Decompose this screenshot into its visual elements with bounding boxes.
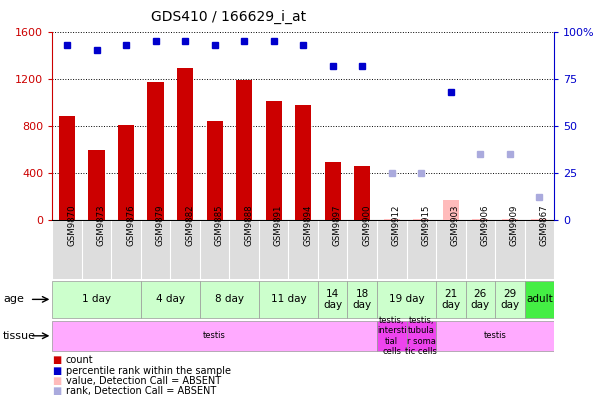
- Text: value, Detection Call = ABSENT: value, Detection Call = ABSENT: [66, 376, 221, 386]
- Text: GSM9894: GSM9894: [304, 204, 312, 246]
- Bar: [59, 116, 75, 220]
- Bar: [52, 281, 141, 318]
- Bar: [406, 321, 436, 351]
- Bar: [531, 219, 548, 220]
- Text: 19 day: 19 day: [389, 294, 424, 305]
- Bar: [207, 121, 223, 220]
- Text: 8 day: 8 day: [215, 294, 244, 305]
- Text: GSM9915: GSM9915: [421, 204, 430, 246]
- Bar: [177, 68, 194, 220]
- Bar: [377, 321, 406, 351]
- Text: 29
day: 29 day: [500, 289, 519, 310]
- Text: testis,
intersti
tial
cells: testis, intersti tial cells: [377, 316, 407, 356]
- Text: GSM9891: GSM9891: [273, 204, 282, 246]
- Text: GSM9903: GSM9903: [451, 204, 460, 246]
- Text: ■: ■: [52, 386, 61, 396]
- Text: GSM9897: GSM9897: [333, 204, 342, 246]
- Text: 18
day: 18 day: [353, 289, 372, 310]
- Bar: [259, 281, 318, 318]
- Text: testis: testis: [484, 331, 507, 340]
- Bar: [436, 321, 554, 351]
- Text: tissue: tissue: [3, 331, 36, 341]
- Text: age: age: [3, 294, 24, 305]
- Text: GSM9906: GSM9906: [480, 204, 489, 246]
- Text: ■: ■: [52, 376, 61, 386]
- Bar: [347, 281, 377, 318]
- Text: GSM9867: GSM9867: [539, 204, 548, 246]
- Text: testis: testis: [203, 331, 226, 340]
- Text: GSM9900: GSM9900: [362, 204, 371, 246]
- Bar: [354, 166, 370, 220]
- Bar: [147, 82, 163, 220]
- Text: rank, Detection Call = ABSENT: rank, Detection Call = ABSENT: [66, 386, 216, 396]
- Bar: [472, 219, 489, 220]
- Text: GSM9879: GSM9879: [156, 204, 165, 246]
- Bar: [325, 162, 341, 220]
- Text: GSM9888: GSM9888: [244, 204, 253, 246]
- Bar: [466, 281, 495, 318]
- Bar: [318, 281, 347, 318]
- Text: ■: ■: [52, 355, 61, 366]
- Text: GSM9882: GSM9882: [185, 204, 194, 246]
- Text: GSM9876: GSM9876: [126, 204, 135, 246]
- Bar: [141, 281, 200, 318]
- Bar: [88, 150, 105, 220]
- Text: GSM9873: GSM9873: [97, 204, 106, 246]
- Bar: [525, 281, 554, 318]
- Text: ■: ■: [52, 366, 61, 376]
- Bar: [495, 281, 525, 318]
- Bar: [200, 281, 259, 318]
- Bar: [118, 125, 134, 220]
- Text: 11 day: 11 day: [270, 294, 307, 305]
- Text: testis,
tubula
r soma
tic cells: testis, tubula r soma tic cells: [405, 316, 437, 356]
- Bar: [377, 281, 436, 318]
- Bar: [52, 321, 377, 351]
- Text: GDS410 / 166629_i_at: GDS410 / 166629_i_at: [151, 10, 306, 24]
- Text: 1 day: 1 day: [82, 294, 111, 305]
- Text: GSM9885: GSM9885: [215, 204, 224, 246]
- Text: 26
day: 26 day: [471, 289, 490, 310]
- Bar: [236, 80, 252, 220]
- Text: count: count: [66, 355, 93, 366]
- Bar: [266, 101, 282, 220]
- Bar: [436, 281, 466, 318]
- Bar: [502, 219, 518, 220]
- Text: GSM9909: GSM9909: [510, 205, 519, 246]
- Bar: [413, 219, 429, 220]
- Text: GSM9912: GSM9912: [392, 204, 401, 246]
- Bar: [295, 105, 311, 220]
- Text: 21
day: 21 day: [441, 289, 460, 310]
- Text: 4 day: 4 day: [156, 294, 185, 305]
- Text: percentile rank within the sample: percentile rank within the sample: [66, 366, 231, 376]
- Bar: [383, 219, 400, 220]
- Text: 14
day: 14 day: [323, 289, 343, 310]
- Text: GSM9870: GSM9870: [67, 204, 76, 246]
- Text: adult: adult: [526, 294, 553, 305]
- Bar: [443, 200, 459, 220]
